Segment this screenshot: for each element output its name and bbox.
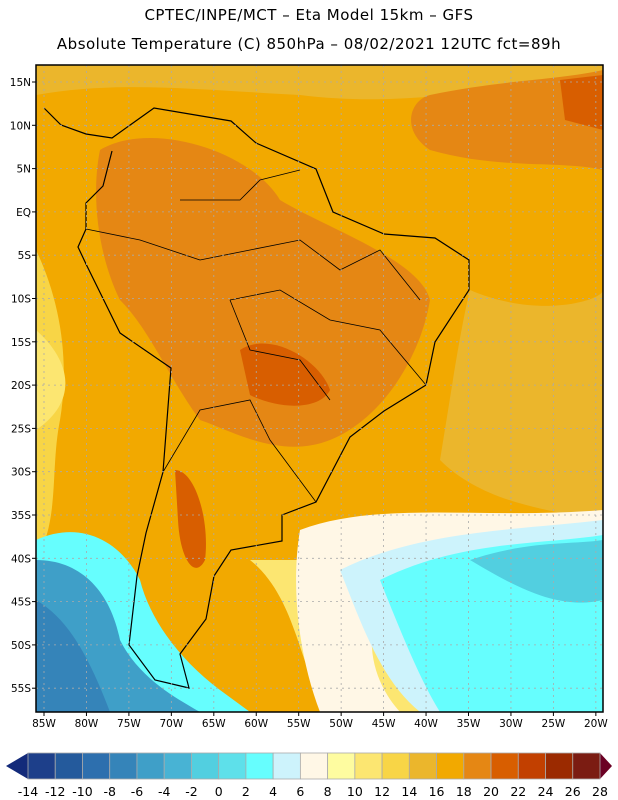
colorbar-swatch	[381, 752, 410, 780]
lat-label: 40S	[11, 553, 31, 565]
colorbar-label: -2	[185, 784, 197, 799]
colorbar-label: 24	[538, 784, 554, 799]
lat-label: 30S	[11, 467, 31, 479]
colorbar-swatch	[517, 752, 546, 780]
chart-title: CPTEC/INPE/MCT – Eta Model 15km – GFS	[144, 6, 474, 24]
temperature-field	[36, 65, 603, 712]
lat-label: EQ	[16, 207, 31, 219]
colorbar-label: 26	[565, 784, 581, 799]
lon-label: 60W	[244, 718, 268, 730]
lat-label: 35S	[11, 510, 31, 522]
lat-label: 10N	[10, 120, 31, 132]
lat-label: 55S	[11, 683, 31, 695]
lon-label: 35W	[457, 718, 481, 730]
latitude-labels: 15N 10N 5N EQ 5S 10S 15S 20S 25S 30S 35S 40S 45S 50S 5…	[10, 77, 36, 695]
map-frame	[35, 64, 604, 713]
lat-label: 45S	[11, 597, 31, 609]
colorbar-label: 2	[242, 784, 250, 799]
lon-label: 65W	[202, 718, 226, 730]
lon-label: 80W	[75, 718, 99, 730]
lat-label: 50S	[11, 640, 31, 652]
colorbar-swatch	[299, 752, 329, 780]
lon-label: 55W	[287, 718, 311, 730]
colorbar-label: 12	[374, 784, 390, 799]
gridlines	[36, 65, 603, 712]
lat-label: 5N	[16, 164, 31, 176]
coastline	[43, 107, 470, 689]
lon-label: 40W	[414, 718, 438, 730]
lon-label: 70W	[159, 718, 183, 730]
lat-label: 20S	[11, 380, 31, 392]
longitude-labels: 85W 80W 75W 70W 65W 60W 55W 50W 45W 40W 35W 30W 25W 2…	[32, 712, 608, 730]
colorbar-swatch	[327, 752, 356, 780]
colorbar: -14 -12 -10 -8 -6 -4 -2 0 2 4 6 8 10 12 14 16 18 20 22 24 26…	[6, 752, 612, 799]
lon-label: 45W	[372, 718, 396, 730]
colorbar-swatch	[218, 752, 247, 780]
colorbar-over-arrow	[600, 753, 612, 779]
colorbar-label: 18	[456, 784, 472, 799]
colorbar-label: -12	[45, 784, 65, 799]
colorbar-label: -4	[158, 784, 171, 799]
colorbar-swatch	[191, 752, 220, 780]
colorbar-label: 6	[296, 784, 304, 799]
lon-label: 30W	[499, 718, 523, 730]
lat-label: 15N	[10, 77, 31, 89]
colorbar-swatch	[490, 752, 519, 780]
colorbar-swatch	[136, 752, 165, 780]
colorbar-swatch	[245, 752, 274, 780]
colorbar-label: -6	[131, 784, 144, 799]
colorbar-label: 20	[483, 784, 499, 799]
colorbar-swatch	[272, 752, 301, 780]
colorbar-label: 8	[324, 784, 332, 799]
colorbar-swatch	[27, 752, 56, 780]
colorbar-swatch	[436, 752, 465, 780]
colorbar-label: 10	[347, 784, 363, 799]
colorbar-label: 28	[592, 784, 608, 799]
colorbar-label: -14	[18, 784, 38, 799]
lon-label: 20W	[584, 718, 608, 730]
colorbar-swatch	[54, 752, 83, 780]
lon-label: 75W	[117, 718, 141, 730]
colorbar-under-arrow	[6, 753, 28, 779]
lon-label: 50W	[329, 718, 353, 730]
colorbar-swatch	[572, 752, 601, 780]
colorbar-label: 22	[510, 784, 526, 799]
colorbar-label: 14	[401, 784, 417, 799]
colorbar-swatch	[545, 752, 574, 780]
colorbar-label: 16	[429, 784, 445, 799]
colorbar-label: 0	[215, 784, 223, 799]
colorbar-swatch	[354, 752, 383, 780]
lat-label: 15S	[11, 337, 31, 349]
colorbar-label: -8	[103, 784, 116, 799]
colorbar-swatch	[463, 752, 492, 780]
colorbar-label: 4	[269, 784, 277, 799]
lon-label: 85W	[32, 718, 56, 730]
colorbar-swatch	[109, 752, 138, 780]
colorbar-swatch	[82, 752, 111, 780]
colorbar-label: -10	[72, 784, 92, 799]
lon-label: 25W	[542, 718, 566, 730]
lat-label: 25S	[11, 423, 31, 435]
chart-subtitle: Absolute Temperature (C) 850hPa – 08/02/…	[56, 35, 562, 53]
colorbar-swatch	[163, 752, 192, 780]
colorbar-swatch	[408, 752, 437, 780]
lat-label: 5S	[18, 250, 32, 262]
lat-label: 10S	[11, 294, 31, 306]
